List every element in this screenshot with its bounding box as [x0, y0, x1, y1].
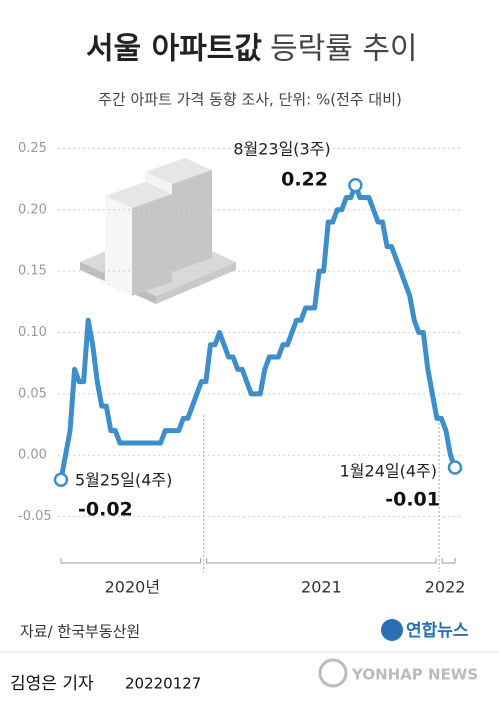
x-axis-label: 2021: [301, 578, 342, 597]
highlight-point: [447, 460, 463, 475]
x-axis-label: 2020년: [105, 578, 160, 597]
logo: 연합뉴스: [406, 620, 469, 641]
value-label: 0.22: [281, 169, 328, 191]
highlight-point: [53, 472, 69, 488]
y-tick-label: 0.00: [18, 448, 47, 463]
building-base-side: [156, 262, 236, 304]
y-tick-label: 0.20: [18, 202, 47, 217]
watermark-mark: [318, 658, 348, 688]
tower-face: [105, 196, 132, 296]
tower-face: [172, 170, 212, 272]
y-tick-label: 0.25: [18, 141, 47, 156]
subtitle: 주간 아파트 가격 동향 조사, 단위: %(전주 대비): [98, 91, 402, 109]
annotation: 5월25일(4주): [75, 471, 172, 490]
source: 자료/ 한국부동산원: [20, 623, 140, 641]
logo-mark: [381, 619, 403, 641]
tower-roof: [105, 182, 172, 208]
y-tick-label: 0.10: [18, 325, 47, 340]
tower-roof: [145, 158, 212, 184]
watermark: YONHAP NEWS: [351, 666, 478, 684]
title: 서울 아파트값: [86, 32, 262, 67]
y-tick-label: 0.15: [18, 264, 47, 279]
y-tick-label: 0.05: [18, 386, 47, 401]
date: 20220127: [125, 675, 201, 693]
annotation: 1월24일(4주): [340, 462, 437, 481]
highlight-point: [348, 177, 363, 193]
x-axis-label: 2022: [425, 578, 466, 597]
annotation: 8월23일(3주): [233, 140, 330, 159]
tower-face: [132, 194, 172, 296]
plot: 0.25 0.20 0.15 0.10 0.05 0.00 -0.05 2020년 2021 20…: [18, 140, 465, 597]
title-suffix: 등락률 추이: [270, 32, 418, 67]
data-line: [58, 182, 458, 483]
value-label: -0.02: [78, 499, 133, 521]
value-label: -0.01: [385, 489, 440, 511]
y-tick-label: -0.05: [18, 509, 52, 524]
byline: 김영은 기자: [10, 674, 94, 694]
building-illustration: [80, 158, 236, 304]
